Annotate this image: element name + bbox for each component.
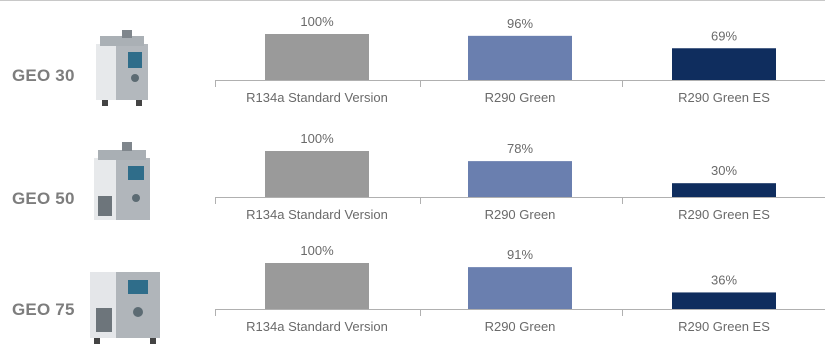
category-label: R290 Green bbox=[485, 207, 556, 222]
ice-machine-geo50-image bbox=[94, 142, 150, 220]
ice-machine-geo75-image bbox=[90, 272, 160, 344]
model-label-geo-30: GEO 30 bbox=[12, 66, 75, 85]
bar-value-label: 78% bbox=[507, 141, 533, 156]
bar-value-label: 100% bbox=[300, 243, 334, 258]
category-label: R290 Green bbox=[485, 319, 556, 334]
category-label: R290 Green bbox=[485, 90, 556, 105]
category-label: R134a Standard Version bbox=[246, 207, 388, 222]
bar-r134a-standard bbox=[265, 34, 369, 80]
bar-r290-green-es bbox=[672, 292, 776, 309]
category-label: R134a Standard Version bbox=[246, 319, 388, 334]
bar-r290-green-es bbox=[672, 183, 776, 197]
panel-bars-1: 100% R134a Standard Version 78% R290 Green 3… bbox=[215, 131, 825, 222]
category-label: R290 Green ES bbox=[678, 207, 770, 222]
model-label-geo-75: GEO 75 bbox=[12, 300, 75, 319]
panel-bars-2: 100% R134a Standard Version 91% R290 Green 3… bbox=[215, 243, 825, 334]
bar-value-label: 36% bbox=[711, 272, 737, 287]
bar-r290-green bbox=[468, 35, 572, 80]
category-label: R290 Green ES bbox=[678, 319, 770, 334]
bar-r290-green bbox=[468, 267, 572, 309]
bar-r290-green-es bbox=[672, 48, 776, 80]
top-divider bbox=[0, 0, 825, 1]
bar-value-label: 91% bbox=[507, 247, 533, 262]
bar-r134a-standard bbox=[265, 263, 369, 309]
ice-machine-geo30-image bbox=[96, 30, 148, 106]
bar-value-label: 100% bbox=[300, 14, 334, 29]
bar-value-label: 30% bbox=[711, 163, 737, 178]
bar-value-label: 69% bbox=[711, 28, 737, 43]
bar-value-label: 100% bbox=[300, 131, 334, 146]
bar-r290-green bbox=[468, 161, 572, 197]
model-label-geo-50: GEO 50 bbox=[12, 189, 75, 208]
category-label: R134a Standard Version bbox=[246, 90, 388, 105]
category-label: R290 Green ES bbox=[678, 90, 770, 105]
panel-bars-0: 100% R134a Standard Version 96% R290 Green 6… bbox=[215, 14, 825, 105]
bar-value-label: 96% bbox=[507, 16, 533, 31]
bar-r134a-standard bbox=[265, 151, 369, 197]
